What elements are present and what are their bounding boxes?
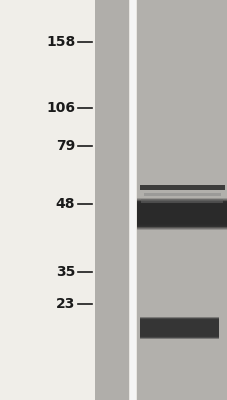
Bar — [136, 199, 227, 229]
Bar — [140, 320, 218, 336]
Bar — [136, 201, 227, 227]
Bar — [141, 199, 222, 203]
Text: 35: 35 — [56, 265, 75, 279]
Bar — [140, 318, 218, 338]
Bar — [129, 0, 136, 400]
Bar — [136, 198, 227, 230]
Bar — [0, 0, 94, 400]
Text: 106: 106 — [46, 101, 75, 115]
Text: 23: 23 — [56, 297, 75, 311]
Bar — [140, 317, 218, 339]
Text: 79: 79 — [56, 139, 75, 153]
Bar — [136, 200, 227, 228]
Bar — [139, 184, 224, 190]
Bar — [136, 0, 227, 400]
Bar — [136, 202, 227, 226]
Text: 48: 48 — [55, 197, 75, 211]
Text: 158: 158 — [46, 35, 75, 49]
Bar — [140, 317, 218, 339]
Bar — [136, 201, 227, 227]
Bar — [94, 0, 128, 400]
Bar — [136, 203, 227, 225]
Bar — [140, 320, 218, 336]
Bar — [136, 204, 227, 224]
Bar — [140, 318, 218, 338]
Bar — [143, 193, 220, 196]
Bar — [140, 319, 218, 337]
Bar — [140, 319, 218, 337]
